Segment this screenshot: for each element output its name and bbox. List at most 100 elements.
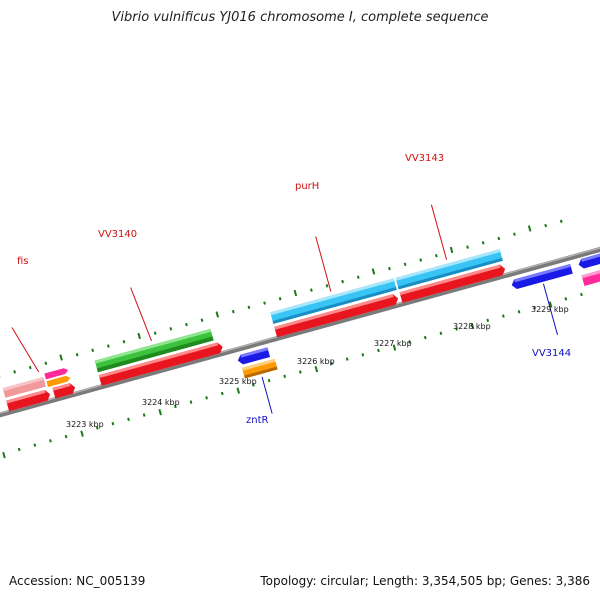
kbp-label-3227: 3227 kbp xyxy=(374,339,412,348)
kbp-label-3226: 3226 kbp xyxy=(297,357,335,366)
gene-label-zntr: zntR xyxy=(246,415,269,426)
gene-fis-upper[interactable] xyxy=(2,376,46,398)
scale-tick xyxy=(91,348,95,353)
scale-tick xyxy=(392,344,397,351)
map-title: Vibrio vulnificus YJ016 chromosome I, co… xyxy=(111,10,489,25)
scale-tick xyxy=(341,279,344,284)
scale-tick xyxy=(17,447,21,452)
scale-tick xyxy=(283,374,287,379)
scale-tick xyxy=(185,322,188,327)
gene-red-3[interactable] xyxy=(98,341,224,386)
gene-red-5[interactable] xyxy=(399,264,507,303)
inner-scale-ticks xyxy=(2,292,583,459)
scale-tick xyxy=(44,361,48,365)
scale-tick xyxy=(434,253,438,258)
chromosome-backbone xyxy=(0,221,600,434)
scale-tick xyxy=(497,236,501,241)
gene-vv3140[interactable] xyxy=(94,328,214,373)
scale-tick xyxy=(314,365,319,373)
gene-pink-right[interactable] xyxy=(581,267,600,286)
scale-tick xyxy=(298,370,302,374)
gene-red-2[interactable] xyxy=(52,382,76,399)
scale-tick xyxy=(158,409,162,416)
kbp-label-3224: 3224 kbp xyxy=(142,398,180,407)
gene-pink-small[interactable] xyxy=(44,367,69,380)
scale-tick xyxy=(377,348,380,353)
gene-vv3143[interactable] xyxy=(395,249,503,290)
scale-tick xyxy=(486,318,490,323)
kbp-label-3225: 3225 kbp xyxy=(219,377,257,386)
gene-red-1[interactable] xyxy=(6,389,51,412)
scale-tick xyxy=(95,426,99,430)
scale-tick xyxy=(2,452,6,459)
scale-tick xyxy=(220,391,224,396)
scale-tick xyxy=(80,430,84,437)
scale-tick xyxy=(356,275,360,279)
scale-tick xyxy=(215,311,220,318)
gene-red-4[interactable] xyxy=(274,293,399,338)
scale-tick xyxy=(423,335,427,340)
scale-tick xyxy=(293,289,298,297)
scale-tick xyxy=(449,246,454,254)
kbp-label-3223: 3223 kbp xyxy=(66,420,104,429)
scale-tick xyxy=(13,370,16,374)
scale-tick xyxy=(122,340,126,344)
scale-tick xyxy=(267,378,271,383)
scale-tick xyxy=(205,396,208,400)
scale-tick xyxy=(564,297,568,301)
scale-tick xyxy=(236,387,241,394)
kbp-label-3228: 3228 kbp xyxy=(453,322,491,331)
gene-blue-small[interactable] xyxy=(577,253,600,270)
label-leaders xyxy=(11,204,558,414)
scale-tick xyxy=(361,353,365,357)
accession-text: Accession: NC_005139 xyxy=(9,574,146,588)
gene-label-purh: purH xyxy=(295,181,319,192)
scale-tick xyxy=(33,443,37,447)
scale-tick xyxy=(28,365,32,370)
gene-purh[interactable] xyxy=(270,278,397,324)
scale-tick xyxy=(59,354,63,361)
scale-tick xyxy=(439,331,443,335)
gene-blue-zntr-upper[interactable] xyxy=(237,347,271,365)
gene-label-vv3140: VV3140 xyxy=(98,229,137,240)
scale-tick xyxy=(559,219,563,224)
scale-tick xyxy=(580,292,583,297)
gene-zntr[interactable] xyxy=(241,358,278,379)
scale-tick xyxy=(111,421,115,426)
scale-tick xyxy=(330,361,333,366)
scale-tick xyxy=(419,258,423,262)
scale-tick xyxy=(174,404,177,409)
scale-tick xyxy=(247,305,251,310)
scale-tick xyxy=(517,310,521,314)
scale-tick xyxy=(548,301,553,308)
scale-tick xyxy=(371,268,376,275)
gene-label-fis: fis xyxy=(17,256,29,267)
scale-tick xyxy=(142,413,146,417)
scale-tick xyxy=(75,352,79,357)
scale-tick xyxy=(513,232,516,236)
scale-tick xyxy=(470,322,475,330)
gene-label-vv3143: VV3143 xyxy=(405,153,444,164)
scale-tick xyxy=(403,262,407,267)
scale-tick xyxy=(455,327,458,331)
scale-tick xyxy=(527,225,532,232)
scale-tick xyxy=(544,223,548,228)
topology-text: Topology: circular; Length: 3,354,505 bp… xyxy=(260,574,590,588)
scale-tick xyxy=(388,266,391,271)
scale-tick xyxy=(200,318,204,322)
scale-tick xyxy=(231,309,235,314)
scale-tick xyxy=(278,297,282,301)
scale-tick xyxy=(502,314,505,318)
scale-tick xyxy=(466,245,469,249)
scale-tick xyxy=(189,400,193,404)
scale-tick xyxy=(169,327,173,331)
scale-tick xyxy=(153,331,157,335)
scale-tick xyxy=(137,332,141,340)
scale-tick xyxy=(325,284,329,288)
gene-vv3144[interactable] xyxy=(510,263,573,290)
gene-orange-small[interactable] xyxy=(46,375,71,388)
scale-tick xyxy=(310,288,313,292)
scale-tick xyxy=(408,340,412,344)
scale-tick xyxy=(49,439,52,443)
